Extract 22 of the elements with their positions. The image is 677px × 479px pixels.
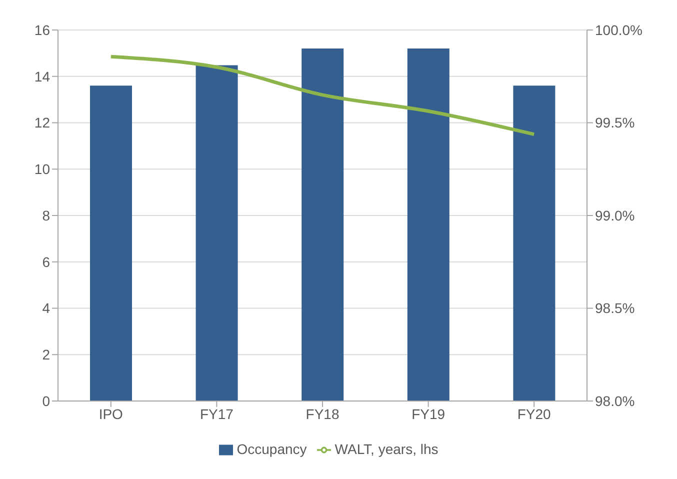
y-tick-label: 2 (42, 346, 50, 363)
y2-tick-label: 99.5% (595, 114, 635, 131)
y-tick-label: 6 (42, 254, 50, 270)
y-tick-label: 16 (34, 22, 50, 38)
y-tick-label: 10 (34, 161, 50, 178)
y-tick-label: 0 (42, 392, 50, 409)
line-series (109, 54, 536, 136)
y2-tick-label: 98.0% (595, 392, 635, 409)
x-tick-label: FY19 (412, 406, 446, 422)
y-tick-label: 14 (34, 68, 50, 84)
y2-tick-label: 98.5% (595, 300, 635, 316)
legend-label: Occupancy (236, 441, 307, 457)
x-tick-label: FY20 (517, 406, 552, 422)
y-tick-label: 8 (42, 207, 50, 224)
x-tick-label: FY18 (306, 406, 340, 422)
y-tick-label: 12 (34, 114, 50, 131)
x-tick-label: FY17 (200, 406, 234, 422)
x-tick-label: IPO (98, 406, 124, 422)
legend-label: WALT, years, lhs (334, 441, 438, 457)
y2-tick-label: 99.0% (595, 207, 635, 224)
y2-tick-label: 100.0% (595, 22, 642, 38)
y-tick-label: 4 (42, 300, 50, 316)
